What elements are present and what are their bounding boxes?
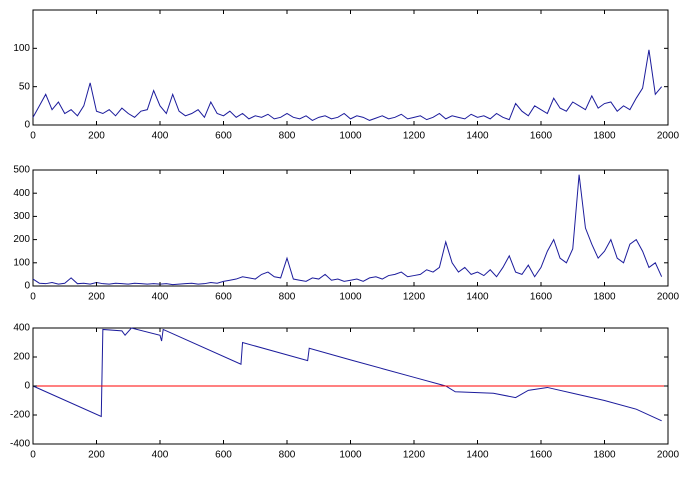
x-tick-label: 2000 bbox=[657, 450, 680, 461]
x-tick-label: 1600 bbox=[530, 131, 553, 142]
data-line bbox=[32, 174, 663, 286]
y-tick-label: 0 bbox=[24, 120, 30, 131]
x-tick-label: 400 bbox=[152, 450, 169, 461]
data-line bbox=[32, 327, 662, 422]
x-tick-label: 800 bbox=[279, 450, 296, 461]
x-tick-label: 1600 bbox=[530, 450, 553, 461]
x-tick-label: 800 bbox=[279, 292, 296, 303]
x-tick-label: 1800 bbox=[593, 450, 616, 461]
x-tick-label: 600 bbox=[215, 292, 232, 303]
x-tick-label: 600 bbox=[215, 450, 232, 461]
y-tick-label: 0 bbox=[24, 281, 30, 292]
x-tick-label: 400 bbox=[152, 292, 169, 303]
x-tick-label: 0 bbox=[30, 292, 36, 303]
data-line bbox=[32, 49, 663, 121]
x-tick-label: 1600 bbox=[530, 292, 553, 303]
y-tick-label: 0 bbox=[24, 381, 30, 392]
x-tick-label: 400 bbox=[152, 131, 169, 142]
y-tick-label: 200 bbox=[13, 234, 30, 245]
x-tick-label: 200 bbox=[88, 450, 105, 461]
x-tick-label: 1400 bbox=[466, 292, 489, 303]
x-tick-label: 1000 bbox=[339, 292, 362, 303]
x-tick-label: 1800 bbox=[593, 292, 616, 303]
x-tick-label: 1400 bbox=[466, 450, 489, 461]
y-tick-label: -200 bbox=[10, 410, 30, 421]
x-tick-label: 1800 bbox=[593, 131, 616, 142]
y-tick-label: -400 bbox=[10, 439, 30, 450]
y-tick-label: 100 bbox=[13, 257, 30, 268]
y-tick-label: 300 bbox=[13, 211, 30, 222]
x-tick-label: 200 bbox=[88, 292, 105, 303]
y-tick-label: 50 bbox=[19, 81, 31, 92]
x-tick-label: 0 bbox=[30, 450, 36, 461]
y-tick-label: 400 bbox=[13, 188, 30, 199]
y-tick-label: 400 bbox=[13, 323, 30, 334]
axes-box bbox=[32, 9, 669, 126]
x-tick-label: 1200 bbox=[403, 450, 426, 461]
x-tick-label: 2000 bbox=[657, 292, 680, 303]
y-tick-label: 500 bbox=[13, 165, 30, 176]
x-tick-label: 1000 bbox=[339, 131, 362, 142]
x-tick-label: 1400 bbox=[466, 131, 489, 142]
y-tick-label: 100 bbox=[13, 43, 30, 54]
x-tick-label: 1000 bbox=[339, 450, 362, 461]
x-tick-label: 200 bbox=[88, 131, 105, 142]
x-tick-label: 1200 bbox=[403, 131, 426, 142]
x-tick-label: 2000 bbox=[657, 131, 680, 142]
axes-box bbox=[32, 169, 669, 287]
y-tick-label: 200 bbox=[13, 352, 30, 363]
x-tick-label: 0 bbox=[30, 131, 36, 142]
x-tick-label: 1200 bbox=[403, 292, 426, 303]
x-tick-label: 800 bbox=[279, 131, 296, 142]
x-tick-label: 600 bbox=[215, 131, 232, 142]
